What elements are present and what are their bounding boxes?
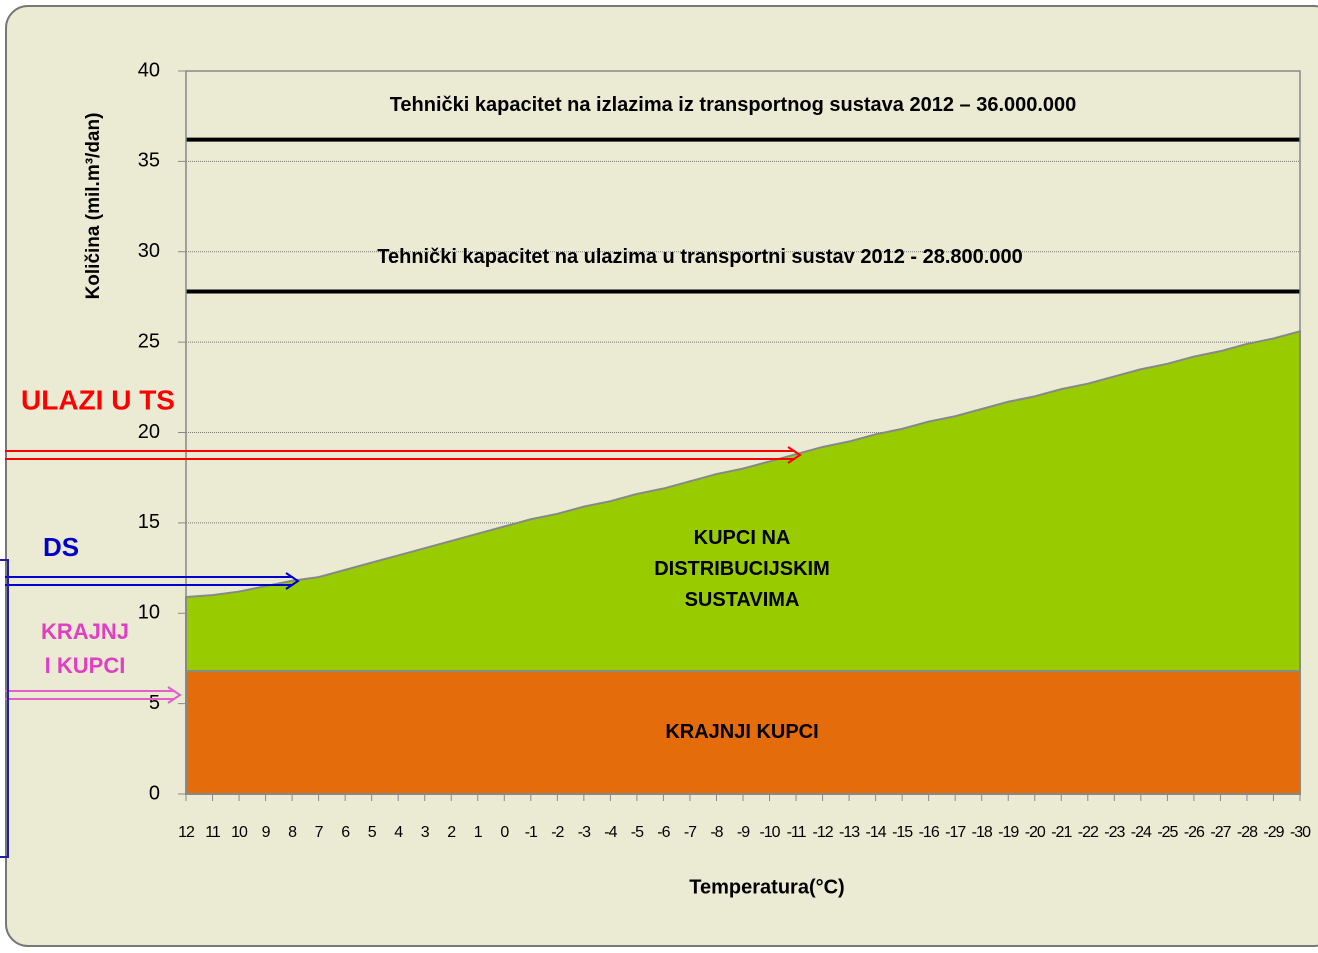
x-tick-label: 1 (474, 824, 483, 841)
x-tick-label: -17 (945, 824, 966, 841)
x-tick-label: -13 (839, 824, 860, 841)
x-tick-label: -25 (1157, 824, 1178, 841)
x-tick-label: -20 (1025, 824, 1046, 841)
y-tick-label: 5 (149, 692, 160, 714)
x-tick-label: -6 (657, 824, 670, 841)
x-tick-label: 11 (205, 824, 221, 841)
x-tick-label: -21 (1051, 824, 1072, 841)
x-tick-label: 12 (178, 824, 195, 841)
x-tick-label: -10 (759, 824, 780, 841)
x-tick-label: 7 (315, 824, 324, 841)
bracket (0, 559, 9, 858)
x-axis-label: Temperatura(°C) (689, 876, 844, 898)
reference-label: Tehnički kapacitet na ulazima u transpor… (377, 246, 1022, 268)
y-tick-label: 25 (138, 330, 160, 352)
x-tick-label: 10 (231, 824, 248, 841)
reference-label: Tehnički kapacitet na izlazima iz transp… (390, 94, 1077, 116)
arrow (5, 446, 802, 464)
x-tick-label: -7 (684, 824, 697, 841)
area-label: SUSTAVIMA (685, 589, 800, 611)
x-tick-label: -24 (1131, 824, 1152, 841)
x-tick-label: -30 (1290, 824, 1311, 841)
area-label: KRAJNJI KUPCI (665, 721, 818, 743)
x-tick-label: -16 (919, 824, 940, 841)
x-tick-label: -19 (998, 824, 1019, 841)
x-tick-label: 6 (341, 824, 350, 841)
x-tick-label: -29 (1263, 824, 1284, 841)
x-tick-label: -1 (525, 824, 538, 841)
x-tick-label: -9 (737, 824, 750, 841)
y-tick-label: 20 (138, 421, 160, 443)
x-tick-label: -23 (1104, 824, 1125, 841)
x-tick-label: -28 (1237, 824, 1258, 841)
y-tick-label: 15 (138, 511, 160, 533)
x-tick-label: 8 (288, 824, 297, 841)
y-tick-label: 35 (138, 150, 160, 172)
x-tick-label: 5 (368, 824, 377, 841)
x-tick-label: -26 (1184, 824, 1205, 841)
x-tick-label: -4 (604, 824, 617, 841)
y-tick-label: 10 (138, 602, 160, 624)
x-tick-label: -11 (787, 824, 807, 841)
annotation: KRAJNJ (41, 619, 129, 644)
area-label: DISTRIBUCIJSKIM (654, 558, 830, 580)
x-tick-label: 0 (500, 824, 509, 841)
x-tick-label: 2 (447, 824, 456, 841)
annotation: ULAZI U TS (21, 384, 175, 415)
x-tick-label: -5 (631, 824, 644, 841)
arrows (0, 446, 802, 858)
x-tick-label: -18 (972, 824, 993, 841)
y-tick-label: 30 (138, 240, 160, 262)
arrow (5, 572, 300, 590)
x-tick-label: -14 (866, 824, 887, 841)
x-tick-label: 4 (394, 824, 403, 841)
area-label: KUPCI NA (694, 527, 791, 549)
x-tick-label: 3 (421, 824, 430, 841)
x-tick-label: -12 (813, 824, 834, 841)
annotation: DS (43, 532, 79, 562)
annotation: I KUPCI (45, 653, 126, 678)
arrow (5, 686, 182, 704)
x-tick-label: -22 (1078, 824, 1099, 841)
y-axis-label: Količina (mil.m³/dan) (83, 113, 104, 300)
x-tick-label: -27 (1210, 824, 1231, 841)
x-tick-label: 9 (262, 824, 271, 841)
x-tick-label: -8 (710, 824, 723, 841)
x-tick-label: -15 (892, 824, 913, 841)
y-tick-label: 0 (149, 782, 160, 804)
y-tick-label: 40 (138, 59, 160, 81)
x-tick-label: -2 (551, 824, 564, 841)
x-tick-label: -3 (578, 824, 591, 841)
